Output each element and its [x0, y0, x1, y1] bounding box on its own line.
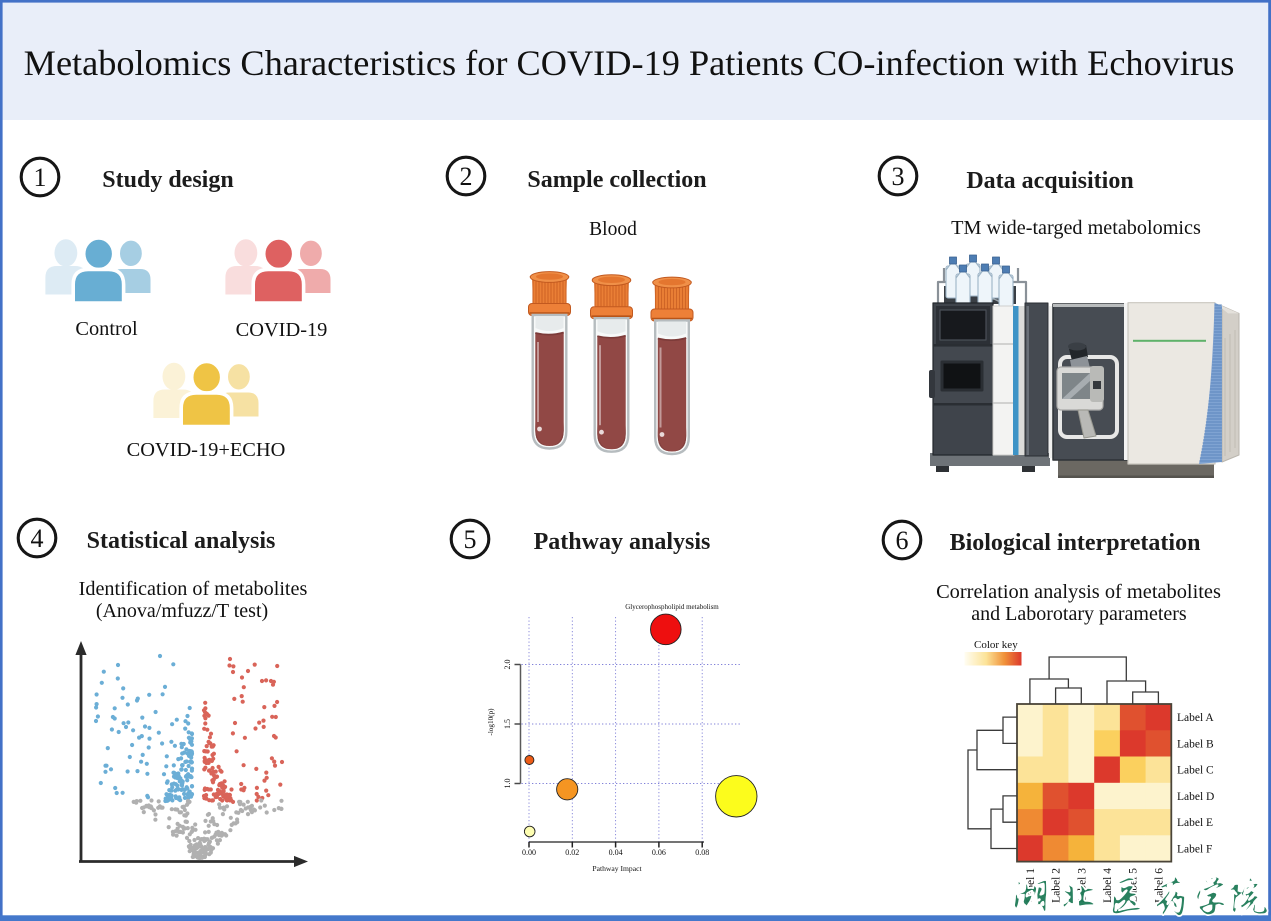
svg-text:COVID-19+ECHO: COVID-19+ECHO: [127, 439, 286, 461]
svg-text:Study design: Study design: [102, 167, 233, 193]
svg-text:1.0: 1.0: [503, 779, 512, 789]
svg-text:Label B: Label B: [1177, 738, 1214, 750]
svg-text:Label 6: Label 6: [1153, 868, 1165, 903]
svg-text:Label E: Label E: [1177, 817, 1213, 829]
svg-text:(Anova/mfuzz/T test): (Anova/mfuzz/T test): [96, 600, 268, 622]
svg-text:2: 2: [460, 162, 473, 191]
svg-text:Glycerophospholipid metabolism: Glycerophospholipid metabolism: [625, 603, 719, 611]
svg-text:Color key: Color key: [974, 639, 1018, 651]
svg-text:0.08: 0.08: [695, 848, 709, 857]
svg-text:Biological interpretation: Biological interpretation: [950, 530, 1201, 556]
svg-text:2.0: 2.0: [503, 660, 512, 670]
svg-text:Label D: Label D: [1177, 791, 1214, 803]
svg-text:Metabolomics Characteristics f: Metabolomics Characteristics for COVID-1…: [24, 43, 1235, 83]
svg-text:Correlation analysis of metabo: Correlation analysis of metabolites: [936, 581, 1221, 603]
svg-text:Statistical analysis: Statistical analysis: [87, 528, 276, 554]
svg-text:TM wide-targed metabolomics: TM wide-targed metabolomics: [951, 217, 1201, 239]
svg-text:Label 2: Label 2: [1051, 868, 1063, 903]
svg-text:0.04: 0.04: [609, 848, 623, 857]
svg-text:1.5: 1.5: [503, 719, 512, 729]
svg-text:Blood: Blood: [589, 219, 637, 240]
svg-text:0.06: 0.06: [652, 848, 666, 857]
svg-text:Control: Control: [75, 318, 138, 340]
svg-text:0.00: 0.00: [522, 848, 536, 857]
svg-text:Label C: Label C: [1177, 765, 1214, 777]
svg-text:Label A: Label A: [1177, 712, 1214, 724]
svg-text:-log10(p): -log10(p): [487, 708, 495, 736]
svg-text:and Laborotary parameters: and Laborotary parameters: [971, 603, 1187, 625]
svg-text:6: 6: [896, 526, 909, 555]
svg-text:Sample collection: Sample collection: [527, 167, 706, 193]
svg-text:COVID-19: COVID-19: [236, 319, 328, 341]
svg-text:4: 4: [31, 524, 44, 553]
svg-text:Pathway analysis: Pathway analysis: [534, 529, 711, 555]
svg-text:Data acquisition: Data acquisition: [966, 168, 1133, 194]
svg-text:Pathway Impact: Pathway Impact: [592, 864, 642, 873]
svg-text:0.02: 0.02: [565, 848, 579, 857]
svg-text:3: 3: [892, 162, 905, 191]
svg-text:Label 4: Label 4: [1102, 868, 1114, 903]
svg-text:5: 5: [464, 525, 477, 554]
svg-text:1: 1: [34, 163, 47, 192]
svg-text:Label F: Label F: [1177, 844, 1212, 856]
svg-text:Identification of metabolites: Identification of metabolites: [79, 578, 308, 600]
